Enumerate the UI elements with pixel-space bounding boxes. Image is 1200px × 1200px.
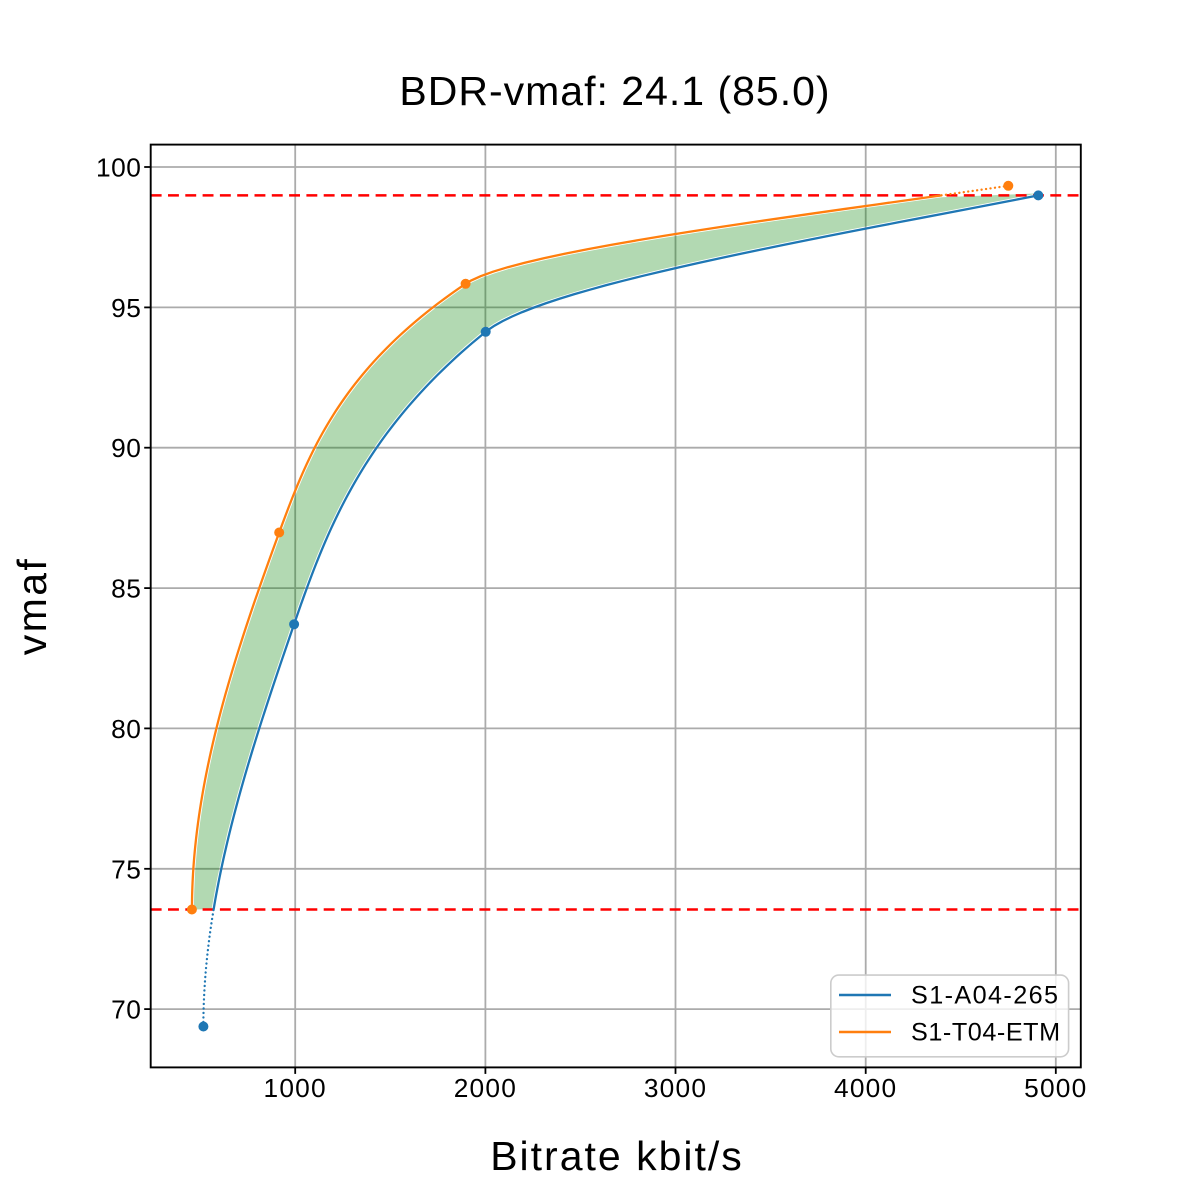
svg-text:1000: 1000 (264, 1073, 327, 1103)
svg-text:5000: 5000 (1024, 1073, 1087, 1103)
svg-text:90: 90 (111, 433, 141, 463)
svg-text:85: 85 (111, 574, 141, 604)
svg-text:80: 80 (111, 714, 141, 744)
svg-text:4000: 4000 (834, 1073, 897, 1103)
svg-text:95: 95 (111, 293, 141, 323)
svg-text:70: 70 (111, 995, 141, 1025)
svg-text:Bitrate kbit/s: Bitrate kbit/s (490, 1133, 744, 1179)
svg-text:BDR-vmaf: 24.1 (85.0): BDR-vmaf: 24.1 (85.0) (399, 68, 830, 114)
svg-text:3000: 3000 (644, 1073, 707, 1103)
svg-text:2000: 2000 (454, 1073, 517, 1103)
svg-text:S1-T04-ETM: S1-T04-ETM (911, 1018, 1061, 1046)
svg-text:75: 75 (111, 854, 141, 884)
svg-text:100: 100 (96, 153, 141, 183)
svg-text:vmaf: vmaf (9, 557, 55, 655)
svg-text:S1-A04-265: S1-A04-265 (911, 981, 1059, 1009)
